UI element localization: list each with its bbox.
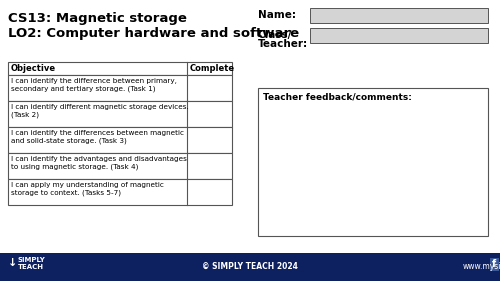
Text: Class/: Class/ bbox=[258, 30, 292, 40]
Text: CS13: Magnetic storage: CS13: Magnetic storage bbox=[8, 12, 187, 25]
Text: I can identify the difference between primary,
secondary and tertiary storage. (: I can identify the difference between pr… bbox=[11, 78, 177, 92]
Text: I can identify different magnetic storage devices.
(Task 2): I can identify different magnetic storag… bbox=[11, 104, 189, 118]
Text: Objective: Objective bbox=[11, 64, 56, 73]
Text: I can apply my understanding of magnetic
storage to context. (Tasks 5-7): I can apply my understanding of magnetic… bbox=[11, 182, 164, 196]
Text: Complete: Complete bbox=[190, 64, 235, 73]
Text: © SIMPLY TEACH 2024: © SIMPLY TEACH 2024 bbox=[202, 262, 298, 271]
FancyBboxPatch shape bbox=[8, 101, 232, 127]
Text: I can identify the advantages and disadvantages
to using magnetic storage. (Task: I can identify the advantages and disadv… bbox=[11, 156, 187, 170]
Text: Teacher feedback/comments:: Teacher feedback/comments: bbox=[263, 93, 412, 102]
FancyBboxPatch shape bbox=[8, 179, 232, 205]
FancyBboxPatch shape bbox=[8, 62, 232, 75]
FancyBboxPatch shape bbox=[490, 258, 499, 271]
FancyBboxPatch shape bbox=[8, 127, 232, 153]
Text: ↓: ↓ bbox=[8, 258, 18, 268]
Text: www.mysimplyteach.co.uk: www.mysimplyteach.co.uk bbox=[463, 262, 500, 271]
FancyBboxPatch shape bbox=[258, 88, 488, 236]
Text: SIMPLY
TEACH: SIMPLY TEACH bbox=[18, 257, 46, 270]
FancyBboxPatch shape bbox=[8, 153, 232, 179]
FancyBboxPatch shape bbox=[310, 28, 488, 43]
Text: Name:: Name: bbox=[258, 10, 296, 20]
FancyBboxPatch shape bbox=[0, 253, 500, 281]
FancyBboxPatch shape bbox=[310, 8, 488, 23]
Text: f: f bbox=[492, 259, 496, 269]
FancyBboxPatch shape bbox=[8, 75, 232, 101]
Text: Teacher:: Teacher: bbox=[258, 39, 308, 49]
Text: I can identify the differences between magnetic
and solid-state storage. (Task 3: I can identify the differences between m… bbox=[11, 130, 184, 144]
Text: LO2: Computer hardware and software: LO2: Computer hardware and software bbox=[8, 27, 299, 40]
